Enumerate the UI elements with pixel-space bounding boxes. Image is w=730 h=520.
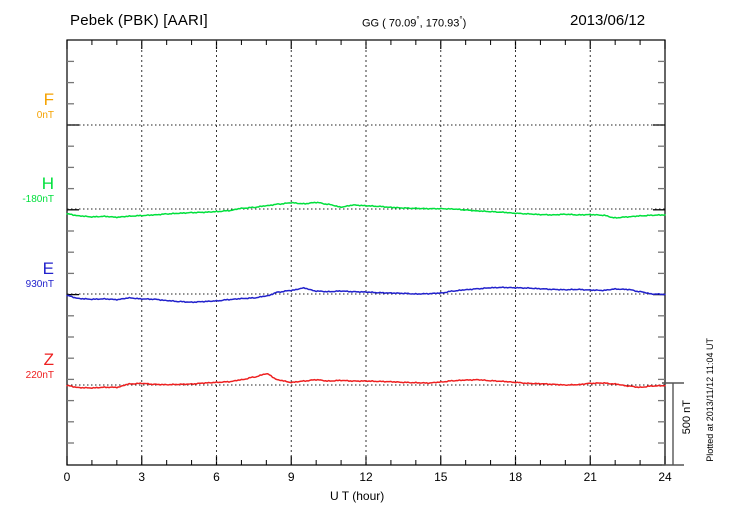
plotted-timestamp: Plotted at 2013/11/12 11:04 UT (705, 338, 715, 462)
degree-symbol-lon: ° (459, 15, 463, 24)
y-ticks (67, 60, 665, 444)
x-axis-title: U T (hour) (330, 489, 385, 503)
scale-bar (662, 382, 684, 466)
component-label-h: H (41, 174, 54, 193)
component-label-f: F (43, 90, 54, 109)
x-tick-label-18: 18 (508, 470, 523, 484)
x-gridlines (141, 40, 591, 465)
component-baseline-value-f: 0nT (36, 110, 54, 121)
station-title: Pebek (PBK) [AARI] (70, 12, 208, 29)
x-tick-label-15: 15 (434, 470, 448, 484)
x-tick-label-0: 0 (63, 470, 71, 484)
x-minor-ticks (91, 40, 641, 465)
x-tick-label-12: 12 (359, 470, 373, 484)
coords-separator: , (419, 17, 426, 30)
x-tick-label-3: 3 (138, 470, 146, 484)
coords-prefix: GG ( (362, 17, 389, 30)
coords-longitude: 170.93 (425, 17, 460, 30)
degree-symbol-lat: ° (416, 15, 420, 24)
scale-bar-label: 500 nT (681, 400, 693, 435)
component-label-z: Z (43, 350, 54, 369)
coords-latitude: 70.09 (388, 17, 417, 30)
x-tick-label-21: 21 (583, 470, 597, 484)
component-baseline-value-e: 930nT (25, 279, 54, 290)
x-tick-label-24: 24 (658, 470, 672, 484)
coords-suffix: ) (462, 17, 467, 30)
observation-date: 2013/06/12 (570, 12, 646, 29)
x-tick-label-6: 6 (213, 470, 220, 484)
component-baseline-value-z: 220nT (25, 370, 54, 381)
geographic-coordinates: GG ( 70.09°, 170.93°) (362, 15, 466, 30)
component-label-e: E (42, 259, 54, 278)
x-tick-label-9: 9 (287, 470, 295, 484)
component-traces (66, 201, 666, 390)
component-baseline-value-h: -180nT (22, 194, 54, 205)
